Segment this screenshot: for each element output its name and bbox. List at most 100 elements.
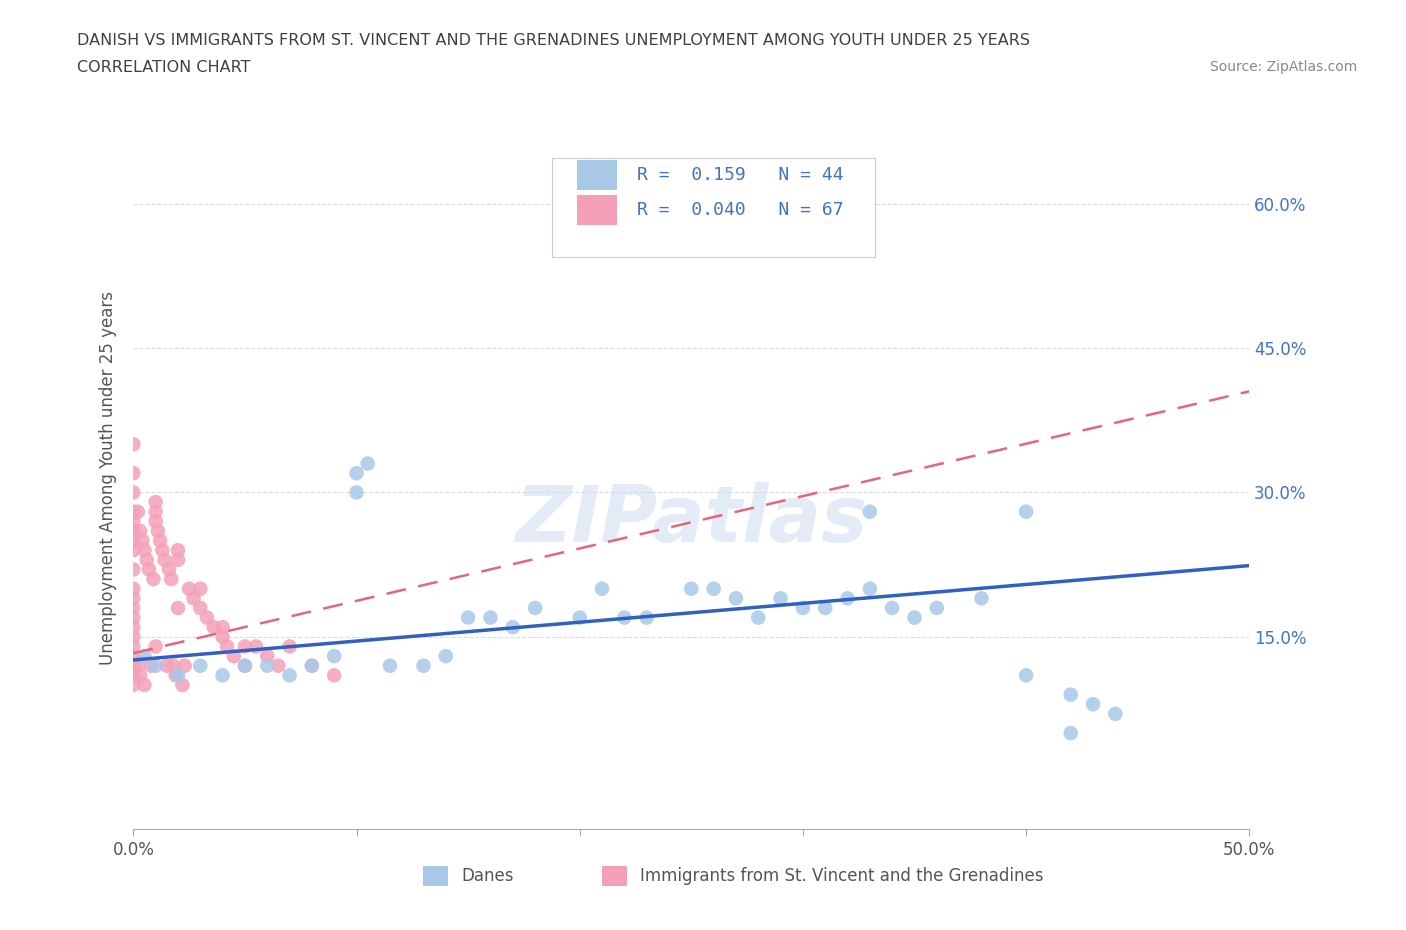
Point (145, 639, 167, 654)
Point (256, 658, 278, 673)
Point (233, 658, 256, 673)
Point (202, 619, 225, 634)
Point (267, 658, 290, 673)
Point (412, 658, 434, 673)
FancyBboxPatch shape (551, 158, 876, 257)
Point (457, 610, 479, 625)
Point (301, 658, 323, 673)
Point (859, 581, 882, 596)
Text: ZIPatlas: ZIPatlas (515, 482, 868, 558)
Text: DANISH VS IMMIGRANTS FROM ST. VINCENT AND THE GRENADINES UNEMPLOYMENT AMONG YOUT: DANISH VS IMMIGRANTS FROM ST. VINCENT AN… (77, 33, 1031, 47)
Point (233, 658, 256, 673)
Text: CORRELATION CHART: CORRELATION CHART (77, 60, 250, 75)
Point (591, 581, 613, 596)
Point (165, 668, 187, 683)
Point (613, 610, 636, 625)
Point (149, 533, 172, 548)
Point (129, 524, 152, 538)
Point (145, 658, 167, 673)
Point (150, 543, 173, 558)
Point (747, 610, 769, 625)
Point (167, 543, 190, 558)
Point (122, 543, 145, 558)
Point (211, 668, 233, 683)
Point (156, 658, 179, 673)
Point (479, 610, 502, 625)
Point (122, 466, 145, 481)
Point (681, 581, 703, 596)
Point (792, 601, 814, 616)
Point (122, 678, 145, 693)
Point (146, 524, 169, 538)
Point (188, 658, 211, 673)
Point (179, 581, 201, 596)
Point (122, 630, 145, 644)
Point (357, 456, 380, 471)
Point (568, 610, 591, 625)
FancyBboxPatch shape (423, 866, 449, 885)
Point (167, 601, 190, 616)
Point (183, 591, 205, 605)
Point (859, 504, 882, 519)
Point (122, 562, 145, 577)
Point (122, 601, 145, 616)
Point (129, 668, 152, 683)
Point (127, 504, 149, 519)
Point (724, 591, 747, 605)
Point (138, 562, 160, 577)
Text: R =  0.040   N = 67: R = 0.040 N = 67 (637, 201, 844, 219)
Point (217, 639, 239, 654)
FancyBboxPatch shape (578, 195, 617, 225)
Point (134, 543, 156, 558)
Point (1015, 668, 1038, 683)
Y-axis label: Unemployment Among Youth under 25 years: Unemployment Among Youth under 25 years (100, 291, 117, 665)
Point (233, 639, 256, 654)
Point (837, 591, 859, 605)
Point (1060, 687, 1083, 702)
Point (278, 668, 301, 683)
Text: R =  0.159   N = 44: R = 0.159 N = 44 (637, 166, 844, 184)
Point (1060, 725, 1083, 740)
Text: Danes: Danes (461, 867, 515, 884)
Point (141, 658, 163, 673)
Point (122, 485, 145, 500)
Point (703, 581, 725, 596)
Point (160, 572, 183, 587)
Point (122, 619, 145, 634)
Point (211, 619, 233, 634)
Point (323, 648, 346, 663)
Point (122, 524, 145, 538)
Point (434, 648, 457, 663)
Point (188, 601, 211, 616)
Point (131, 533, 153, 548)
Point (122, 610, 145, 625)
Point (814, 601, 837, 616)
Point (167, 668, 190, 683)
Point (173, 658, 195, 673)
Point (211, 630, 233, 644)
Point (524, 601, 547, 616)
Point (142, 572, 165, 587)
Point (925, 601, 948, 616)
Point (882, 601, 904, 616)
Point (301, 658, 323, 673)
Point (1104, 707, 1126, 722)
Point (122, 437, 145, 452)
Point (502, 619, 524, 634)
Point (162, 658, 184, 673)
Point (1015, 504, 1038, 519)
Point (323, 668, 346, 683)
Point (122, 533, 145, 548)
Point (122, 581, 145, 596)
Point (256, 648, 278, 663)
Point (145, 504, 167, 519)
Point (346, 466, 368, 481)
Point (222, 648, 245, 663)
Point (278, 639, 301, 654)
Point (135, 552, 157, 567)
Point (122, 514, 145, 529)
Point (122, 504, 145, 519)
Point (245, 639, 267, 654)
Point (122, 639, 145, 654)
Point (122, 591, 145, 605)
